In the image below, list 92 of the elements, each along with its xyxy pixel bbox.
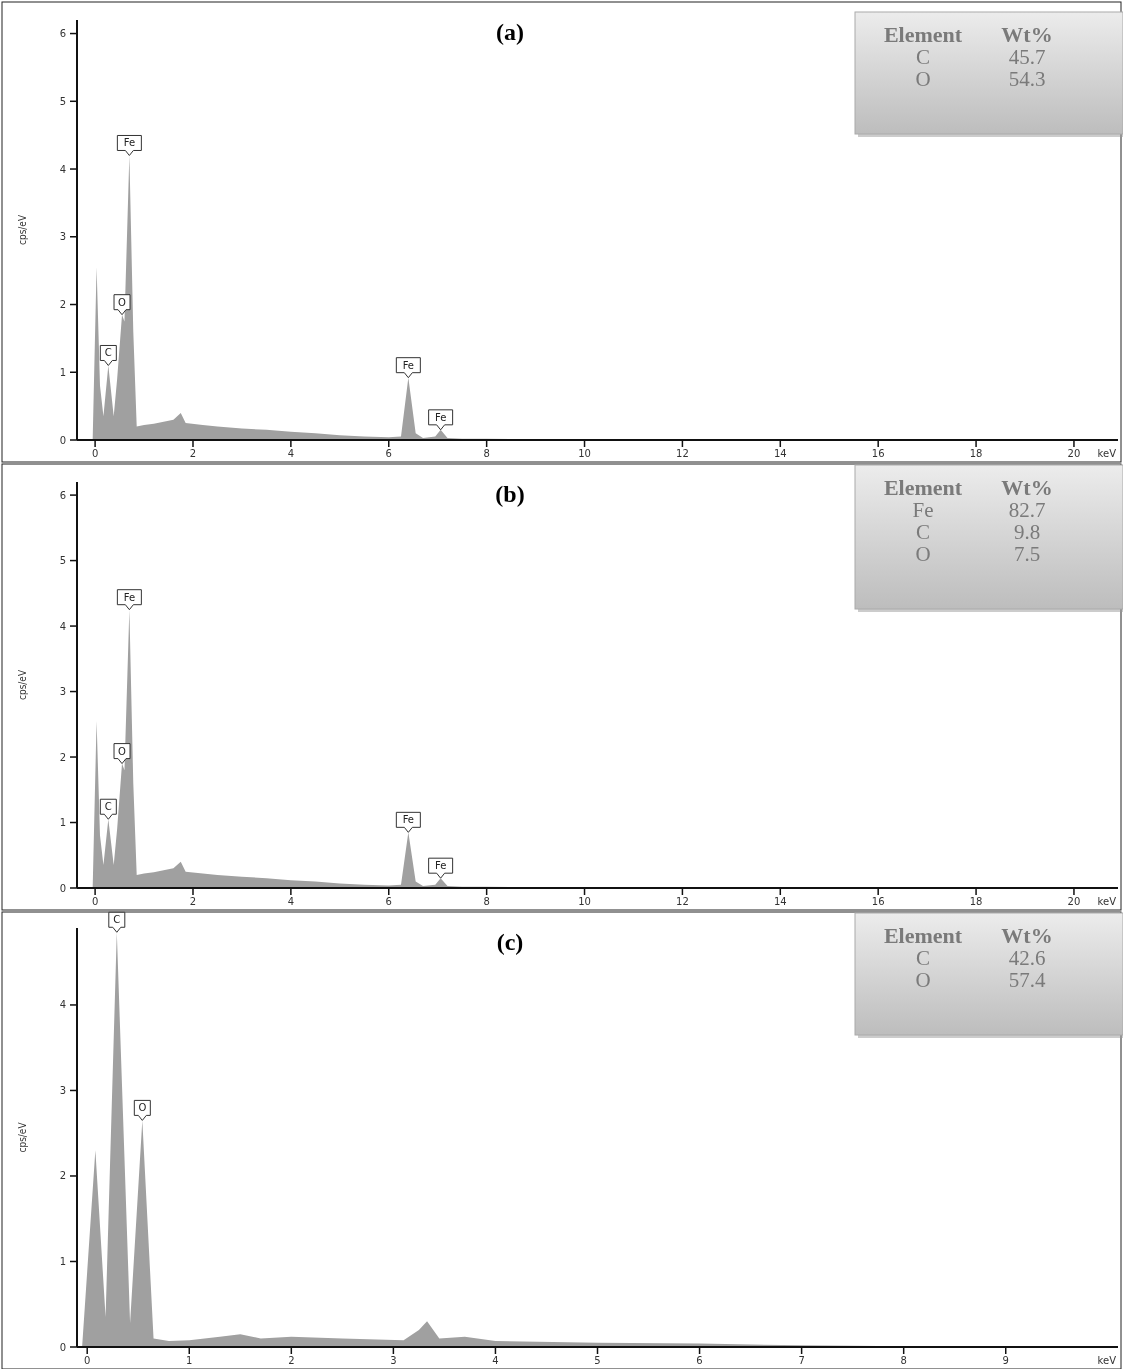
x-tick-label: 2 [288,1355,295,1366]
x-tick-label: 0 [84,1355,91,1366]
y-axis-title: cps/eV [17,214,28,246]
annotation: Wt% [1001,22,1053,47]
x-tick-label: 1 [186,1355,193,1366]
x-tick-label: 12 [676,448,689,459]
annotation: O [118,296,127,308]
x-tick-label: 14 [773,448,787,459]
annotation: Fe [123,137,136,149]
x-tick-label: 2 [189,896,197,907]
x-tick-label: 14 [773,896,787,907]
annotation: Fe [402,814,415,826]
y-tick-label: 0 [59,434,66,446]
annotation: 54.3 [1008,67,1046,91]
annotation: Element [883,475,963,500]
x-tick-label: 0 [91,448,99,459]
annotation: O [915,67,931,91]
y-axis-title: cps/eV [17,669,28,701]
annotation: Element [883,923,963,948]
y-tick-label: 4 [59,620,66,632]
annotation: Fe [912,498,934,522]
y-tick-label: 3 [59,686,66,698]
x-tick-label: 4 [287,896,295,907]
annotation: C [915,520,931,544]
x-tick-label: 18 [969,896,983,907]
annotation: 7.5 [1013,542,1041,566]
y-tick-label: 3 [59,1084,66,1096]
annotation: 45.7 [1008,45,1046,69]
annotation: 9.8 [1013,520,1041,544]
annotation: Fe [402,359,415,371]
x-tick-label: 8 [483,448,490,459]
annotation: C [104,347,112,359]
y-tick-label: 5 [59,555,66,567]
x-tick-label: 6 [385,448,392,459]
y-tick-label: 1 [59,366,66,378]
y-axis-title: cps/eV [17,1121,28,1153]
y-tick-label: 5 [59,95,66,107]
x-axis-title: keV [1097,448,1117,459]
annotation: C [915,45,931,69]
x-tick-label: 10 [578,448,591,459]
annotation: Fe [123,591,136,603]
x-tick-label: 3 [390,1355,397,1366]
annotation: Fe [434,411,447,423]
annotation: O [118,745,127,757]
annotation: C [113,914,121,926]
x-tick-label: 0 [91,896,99,907]
annotation: Element [883,22,963,47]
annotation: 42.6 [1008,946,1046,970]
annotation: Wt% [1001,923,1053,948]
x-tick-label: 8 [900,1355,907,1366]
y-tick-label: 1 [59,1255,66,1267]
x-tick-label: 6 [385,896,392,907]
x-tick-label: 16 [871,896,885,907]
y-tick-label: 0 [59,882,66,894]
x-tick-label: 10 [578,896,591,907]
y-tick-label: 1 [59,817,66,829]
annotation: 57.4 [1008,968,1046,992]
annotation: C [915,946,931,970]
annotation: C [104,801,112,813]
y-tick-label: 6 [59,489,66,501]
x-tick-label: 20 [1067,896,1081,907]
annotation: Wt% [1001,475,1053,500]
x-tick-label: 8 [483,896,490,907]
chart-title: (c) [496,929,524,955]
y-tick-label: 2 [59,299,66,311]
x-tick-label: 16 [871,448,885,459]
x-tick-label: 2 [189,448,197,459]
x-tick-label: 9 [1002,1355,1009,1366]
y-tick-label: 3 [59,231,66,243]
y-tick-label: 6 [59,28,66,40]
annotation: Fe [434,860,447,872]
y-tick-label: 0 [59,1341,66,1353]
x-axis-title: keV [1097,1355,1117,1366]
x-tick-label: 12 [676,896,689,907]
x-tick-label: 18 [969,448,983,459]
x-tick-label: 20 [1067,448,1081,459]
chart-title: (a) [496,19,524,45]
x-tick-label: 5 [594,1355,601,1366]
y-tick-label: 2 [59,1170,66,1182]
y-tick-label: 4 [59,999,66,1011]
annotation: 82.7 [1008,498,1046,522]
x-tick-label: 6 [696,1355,703,1366]
y-tick-label: 4 [59,163,66,175]
x-axis-title: keV [1097,896,1117,907]
annotation: O [915,542,931,566]
chart-title: (b) [495,481,525,507]
annotation: O [915,968,931,992]
x-tick-label: 4 [287,448,295,459]
y-tick-label: 2 [59,751,66,763]
annotation: O [138,1102,147,1114]
x-tick-label: 7 [798,1355,805,1366]
x-tick-label: 4 [492,1355,499,1366]
